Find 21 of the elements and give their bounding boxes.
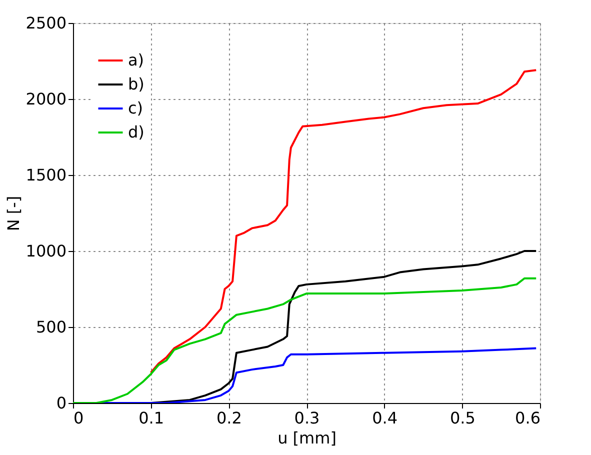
y-tick-label: 1500	[26, 166, 66, 184]
y-tick-label: 500	[36, 318, 66, 336]
x-tick-label: 0.2	[216, 408, 242, 428]
legend-label: c)	[128, 98, 144, 118]
line-series	[150, 69, 538, 374]
legend-label: d)	[128, 122, 144, 142]
x-axis-title: u [mm]	[278, 428, 336, 448]
legend-label: a)	[128, 50, 144, 70]
x-tick-label: 0.4	[372, 408, 398, 428]
y-tick-label: 0	[56, 394, 66, 412]
legend-label: b)	[128, 74, 144, 94]
x-tick-label: 0.3	[294, 408, 320, 428]
line-series	[73, 277, 538, 403]
y-tick-label: 1000	[26, 242, 66, 260]
x-tick-label: 0.5	[450, 408, 476, 428]
x-tick-label: 0	[74, 408, 84, 428]
y-tick-label: 2500	[26, 14, 66, 32]
y-tick-label: 2000	[26, 90, 66, 108]
y-axis-title: N [-]	[4, 196, 23, 232]
x-tick-label: 0.6	[515, 408, 540, 428]
x-tick-label: 0.1	[138, 408, 164, 428]
